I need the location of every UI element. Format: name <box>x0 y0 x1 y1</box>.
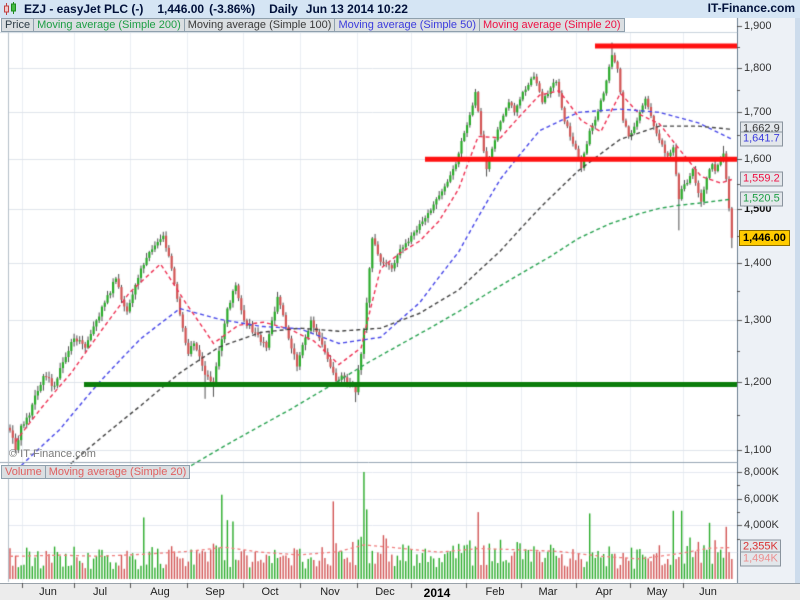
volume-legend-tab[interactable]: Volume <box>1 465 46 479</box>
price-legend-tab[interactable]: Price <box>1 18 35 32</box>
volume-legend-bar: Volume Moving average (Simple 20) <box>1 465 191 479</box>
price-legend-bar: Price Moving average (Simple 200) Moving a… <box>1 18 625 32</box>
volume-legend-tab[interactable]: Moving average (Simple 20) <box>44 465 191 479</box>
price-legend-tab[interactable]: Moving average (Simple 20) <box>479 18 625 32</box>
price-legend-tab[interactable]: Moving average (Simple 100) <box>183 18 336 32</box>
price-legend-tab[interactable]: Moving average (Simple 50) <box>334 18 481 32</box>
copyright-watermark: © IT-Finance.com <box>9 448 96 460</box>
price-legend-tab[interactable]: Moving average (Simple 200) <box>33 18 185 32</box>
